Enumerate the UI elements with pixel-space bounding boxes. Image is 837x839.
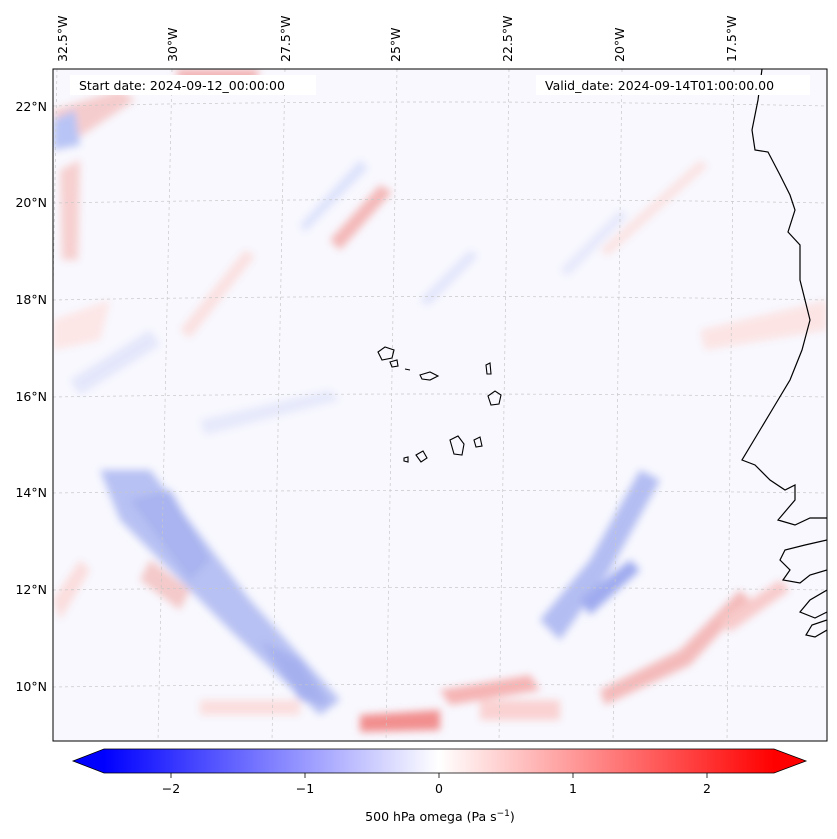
colorbar-title: 500 hPa omega (Pa s−1): [365, 809, 515, 824]
colorbar-tick-label: 0: [435, 781, 443, 796]
map-background: [53, 69, 827, 741]
lat-label-18n: 18°N: [15, 292, 47, 307]
lat-label-12n: 12°N: [15, 582, 47, 597]
lon-label-32-5w: 32.5°W: [55, 16, 70, 62]
colorbar-tick-label: 2: [703, 781, 711, 796]
colorbar: −2 −1 0 1 2 500 hPa omega (Pa s−1): [71, 748, 808, 824]
longitude-labels: 32.5°W 30°W 27.5°W 25°W 22.5°W 20°W 17.5…: [55, 16, 739, 62]
valid-date-label: Valid_date: 2024-09-14T01:00:00.00: [545, 78, 774, 93]
lat-label-10n: 10°N: [15, 679, 47, 694]
latitude-labels: 22°N 20°N 18°N 16°N 14°N 12°N 10°N: [15, 99, 47, 694]
colorbar-tick-label: −2: [162, 781, 180, 796]
map-panel: [53, 69, 827, 741]
cabo-verde-islands: [377, 346, 502, 463]
start-date-box: Start date: 2024-09-12_00:00:00: [70, 75, 316, 95]
colorbar-min-extend: [73, 749, 104, 773]
colorbar-tick-label: −1: [296, 781, 314, 796]
valid-date-box: Valid_date: 2024-09-14T01:00:00.00: [536, 75, 810, 95]
lat-label-22n: 22°N: [15, 99, 47, 114]
omega-field: [53, 70, 827, 732]
lat-label-14n: 14°N: [15, 485, 47, 500]
lat-label-20n: 20°N: [15, 195, 47, 210]
africa-coastline-south: [779, 539, 827, 638]
lat-label-16n: 16°N: [15, 389, 47, 404]
colorbar-gradient: [104, 749, 774, 773]
map-frame: [52, 68, 828, 742]
graticule: [53, 69, 827, 741]
lon-label-17-5w: 17.5°W: [724, 16, 739, 62]
lon-label-27-5w: 27.5°W: [278, 16, 293, 62]
colorbar-ticks: −2 −1 0 1 2: [162, 773, 711, 796]
lon-label-30w: 30°W: [165, 27, 180, 62]
lon-label-20w: 20°W: [612, 27, 627, 62]
colorbar-max-extend: [774, 749, 806, 773]
colorbar-tick-label: 1: [569, 781, 577, 796]
lon-label-22-5w: 22.5°W: [500, 16, 515, 62]
africa-coastline: [741, 69, 827, 526]
lon-label-25w: 25°W: [388, 27, 403, 62]
colorbar-outline: [71, 748, 808, 774]
start-date-label: Start date: 2024-09-12_00:00:00: [79, 78, 285, 93]
